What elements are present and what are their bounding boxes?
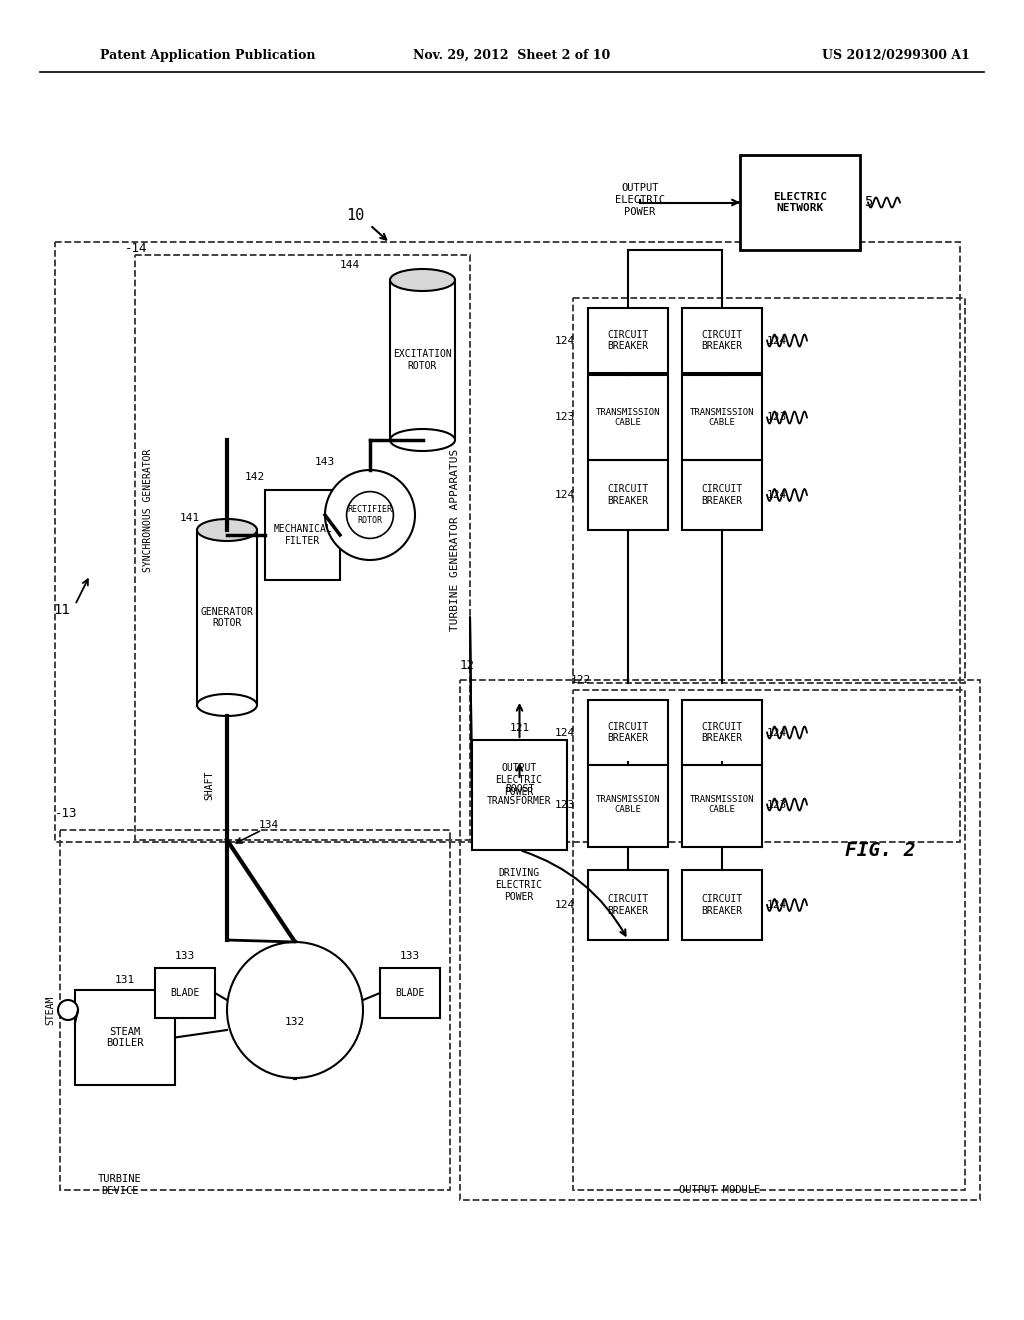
Bar [472, 741, 567, 850]
Bar [460, 680, 980, 1200]
Text: CIRCUIT
BREAKER: CIRCUIT BREAKER [607, 330, 648, 351]
Text: ELECTRIC
NETWORK: ELECTRIC NETWORK [773, 191, 827, 214]
Bar [197, 531, 257, 705]
Text: Nov. 29, 2012  Sheet 2 of 10: Nov. 29, 2012 Sheet 2 of 10 [414, 49, 610, 62]
Bar [682, 870, 762, 940]
Text: CIRCUIT
BREAKER: CIRCUIT BREAKER [701, 722, 742, 743]
Bar [682, 459, 762, 531]
Text: 141: 141 [180, 513, 200, 523]
Text: STEAM
BOILER: STEAM BOILER [106, 1027, 143, 1048]
Text: CIRCUIT
BREAKER: CIRCUIT BREAKER [701, 330, 742, 351]
Text: 124: 124 [555, 900, 575, 909]
Text: 11: 11 [53, 603, 71, 616]
Text: 5: 5 [864, 195, 872, 210]
Text: 124: 124 [767, 490, 787, 500]
Text: EXCITATION
ROTOR: EXCITATION ROTOR [393, 350, 452, 371]
Ellipse shape [390, 269, 455, 290]
Text: 123: 123 [555, 800, 575, 809]
Text: 142: 142 [245, 473, 265, 482]
Text: 124: 124 [767, 727, 787, 738]
Text: OUTPUT MODULE: OUTPUT MODULE [679, 1185, 761, 1195]
Text: US 2012/0299300 A1: US 2012/0299300 A1 [822, 49, 970, 62]
Bar [155, 968, 215, 1018]
Circle shape [227, 942, 362, 1078]
Text: OUTPUT
ELECTRIC
POWER: OUTPUT ELECTRIC POWER [496, 763, 543, 796]
Text: SYNCHRONOUS GENERATOR: SYNCHRONOUS GENERATOR [143, 449, 153, 572]
Text: 124: 124 [555, 490, 575, 500]
Text: 122: 122 [571, 675, 591, 685]
Text: TURBINE
DEVICE: TURBINE DEVICE [98, 1175, 142, 1196]
Text: 132: 132 [285, 1016, 305, 1027]
Text: 134: 134 [259, 820, 280, 830]
Bar [380, 968, 440, 1018]
Text: 121: 121 [509, 723, 529, 733]
Bar [682, 375, 762, 459]
Text: 143: 143 [314, 457, 335, 467]
Text: TRANSMISSION
CABLE: TRANSMISSION CABLE [596, 408, 660, 428]
Text: 133: 133 [400, 950, 420, 961]
Bar [682, 308, 762, 374]
Text: TRANSMISSION
CABLE: TRANSMISSION CABLE [690, 795, 755, 814]
Ellipse shape [390, 429, 455, 451]
Bar [75, 990, 175, 1085]
Text: Patent Application Publication: Patent Application Publication [100, 49, 315, 62]
Text: FIG. 2: FIG. 2 [845, 841, 915, 859]
Text: GENERATOR
ROTOR: GENERATOR ROTOR [201, 607, 253, 628]
Text: TRANSMISSION
CABLE: TRANSMISSION CABLE [596, 795, 660, 814]
Text: OUTPUT
ELECTRIC
POWER: OUTPUT ELECTRIC POWER [615, 183, 665, 216]
Text: 124: 124 [767, 335, 787, 346]
Text: BLADE: BLADE [395, 987, 425, 998]
Text: 124: 124 [555, 727, 575, 738]
Circle shape [346, 491, 393, 539]
Text: -13: -13 [55, 807, 78, 820]
Bar [55, 242, 961, 842]
Bar [265, 490, 340, 579]
Text: BLADE: BLADE [170, 987, 200, 998]
Bar [588, 870, 668, 940]
Bar [60, 830, 450, 1191]
Text: 144: 144 [340, 260, 360, 271]
Text: 124: 124 [767, 900, 787, 909]
Circle shape [58, 1001, 78, 1020]
Circle shape [325, 470, 415, 560]
Text: 10: 10 [346, 207, 365, 223]
Text: MECHANICAL
FILTER: MECHANICAL FILTER [273, 524, 332, 545]
Bar [573, 690, 965, 1191]
Text: CIRCUIT
BREAKER: CIRCUIT BREAKER [701, 484, 742, 506]
Bar [588, 700, 668, 766]
Text: CIRCUIT
BREAKER: CIRCUIT BREAKER [607, 484, 648, 506]
Bar [740, 154, 860, 249]
Text: 124: 124 [555, 335, 575, 346]
Text: 133: 133 [175, 950, 196, 961]
Text: CIRCUIT
BREAKER: CIRCUIT BREAKER [607, 894, 648, 916]
Text: DRIVING
ELECTRIC
POWER: DRIVING ELECTRIC POWER [496, 869, 543, 902]
Ellipse shape [197, 694, 257, 715]
Text: BOOST
TRANSFORMER: BOOST TRANSFORMER [487, 784, 552, 805]
Text: CIRCUIT
BREAKER: CIRCUIT BREAKER [701, 894, 742, 916]
Text: CIRCUIT
BREAKER: CIRCUIT BREAKER [607, 722, 648, 743]
Text: SHAFT: SHAFT [204, 771, 214, 800]
Text: 131: 131 [115, 975, 135, 985]
Text: 12: 12 [460, 659, 475, 672]
Bar [682, 762, 762, 847]
Text: TURBINE GENERATOR APPARATUS: TURBINE GENERATOR APPARATUS [450, 449, 460, 631]
Text: RECTIFIER
ROTOR: RECTIFIER ROTOR [347, 506, 392, 525]
Bar [588, 308, 668, 374]
Bar [135, 255, 470, 840]
Bar [588, 375, 668, 459]
Bar [390, 280, 455, 440]
Bar [682, 700, 762, 766]
Text: 123: 123 [767, 412, 787, 422]
Text: 123: 123 [767, 800, 787, 809]
Text: STEAM: STEAM [45, 995, 55, 1024]
Text: 123: 123 [555, 412, 575, 422]
Bar [588, 459, 668, 531]
Text: -14: -14 [125, 242, 147, 255]
Text: TRANSMISSION
CABLE: TRANSMISSION CABLE [690, 408, 755, 428]
Ellipse shape [197, 519, 257, 541]
Bar [588, 762, 668, 847]
Bar [573, 298, 965, 682]
